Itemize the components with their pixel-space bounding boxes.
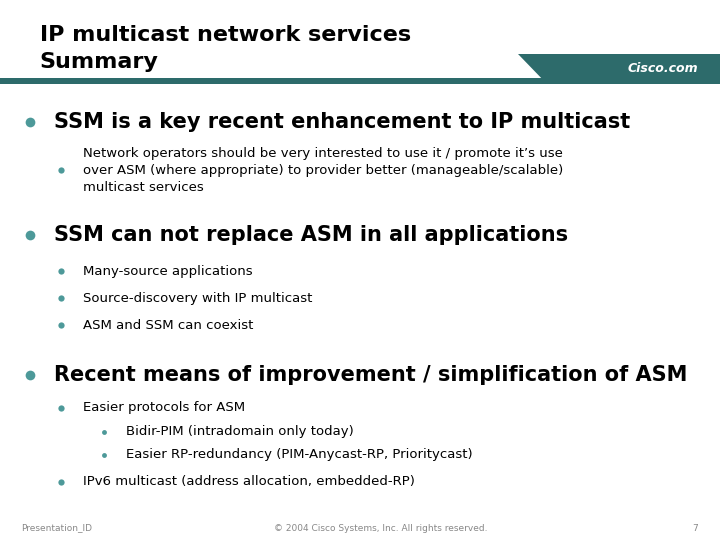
Text: IPv6 multicast (address allocation, embedded-RP): IPv6 multicast (address allocation, embe… xyxy=(83,475,415,488)
Text: 7: 7 xyxy=(693,524,698,532)
Text: Cisco.com: Cisco.com xyxy=(628,62,698,76)
Text: Bidir-PIM (intradomain only today): Bidir-PIM (intradomain only today) xyxy=(126,426,354,438)
Text: Easier protocols for ASM: Easier protocols for ASM xyxy=(83,401,245,414)
Text: Source-discovery with IP multicast: Source-discovery with IP multicast xyxy=(83,292,312,305)
Text: Easier RP-redundancy (PIM-Anycast-RP, Prioritycast): Easier RP-redundancy (PIM-Anycast-RP, Pr… xyxy=(126,448,472,461)
Text: SSM can not replace ASM in all applications: SSM can not replace ASM in all applicati… xyxy=(54,225,568,245)
Text: © 2004 Cisco Systems, Inc. All rights reserved.: © 2004 Cisco Systems, Inc. All rights re… xyxy=(274,524,487,532)
Text: Network operators should be very interested to use it / promote it’s use
over AS: Network operators should be very interes… xyxy=(83,146,563,194)
Text: ASM and SSM can coexist: ASM and SSM can coexist xyxy=(83,319,253,332)
Text: IP multicast network services: IP multicast network services xyxy=(40,25,410,45)
Polygon shape xyxy=(518,54,720,84)
Text: Presentation_ID: Presentation_ID xyxy=(22,524,93,532)
Text: SSM is a key recent enhancement to IP multicast: SSM is a key recent enhancement to IP mu… xyxy=(54,111,630,132)
Bar xyxy=(0,78,720,84)
Text: Summary: Summary xyxy=(40,52,158,72)
Text: Recent means of improvement / simplification of ASM: Recent means of improvement / simplifica… xyxy=(54,365,688,386)
Text: Many-source applications: Many-source applications xyxy=(83,265,253,278)
